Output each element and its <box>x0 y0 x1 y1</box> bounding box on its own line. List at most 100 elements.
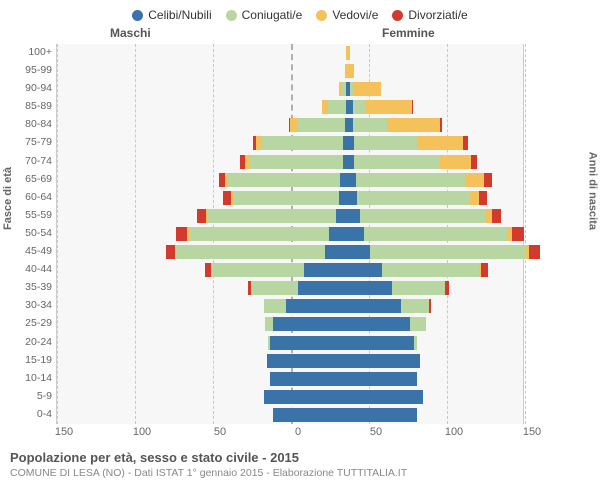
bar-female <box>348 118 442 132</box>
age-row: 30-341980-1984 <box>56 297 600 315</box>
bar-segment <box>414 336 417 350</box>
bar-segment <box>250 155 344 169</box>
legend-label: Divorziati/e <box>408 8 467 22</box>
chart-subtitle: COMUNE DI LESA (NO) - Dati ISTAT 1° genn… <box>10 467 590 479</box>
bar-segment <box>298 281 348 295</box>
bar-segment <box>353 118 387 132</box>
legend-label: Vedovi/e <box>332 8 378 22</box>
bar-segment <box>208 209 336 223</box>
x-tick: 50 <box>214 426 226 438</box>
bar-male <box>264 390 348 404</box>
bar-segment <box>329 227 348 241</box>
bar-male <box>176 227 348 241</box>
age-row: 100+≤ 1914 <box>56 44 600 62</box>
bar-segment <box>267 354 348 368</box>
bar-male <box>197 209 348 223</box>
legend: Celibi/Nubili Coniugati/e Vedovi/e Divorzia… <box>0 0 600 26</box>
age-row: 55-591955-1959 <box>56 207 600 225</box>
age-label: 15-19 <box>8 354 52 366</box>
bar-segment <box>265 317 273 331</box>
age-label: 10-14 <box>8 372 52 384</box>
bar-male <box>270 372 348 386</box>
age-row: 65-691945-1949 <box>56 171 600 189</box>
bar-male <box>322 100 349 114</box>
bar-female <box>348 263 488 277</box>
bar-male <box>223 191 348 205</box>
bar-segment <box>512 227 524 241</box>
bar-segment <box>270 372 348 386</box>
age-row: 10-142000-2004 <box>56 370 600 388</box>
bar-segment <box>251 281 298 295</box>
column-headers: Maschi Femmine <box>0 26 600 44</box>
bar-segment <box>429 299 431 313</box>
bar-segment <box>392 281 445 295</box>
bar-segment <box>492 209 501 223</box>
bar-segment <box>189 227 329 241</box>
bar-male <box>240 155 348 169</box>
chart-title: Popolazione per età, sesso e stato civil… <box>10 450 590 465</box>
legend-item: Vedovi/e <box>316 8 378 22</box>
age-label: 55-59 <box>8 209 52 221</box>
bar-segment <box>445 281 450 295</box>
bar-segment <box>348 64 354 78</box>
x-axis: 15010050050100150 <box>8 424 592 444</box>
age-label: 80-84 <box>8 118 52 130</box>
bar-segment <box>353 82 381 96</box>
age-label: 20-24 <box>8 336 52 348</box>
bar-segment <box>273 317 348 331</box>
age-row: 20-241990-1994 <box>56 334 600 352</box>
age-label: 45-49 <box>8 245 52 257</box>
population-pyramid: 100+≤ 191495-991915-191990-941920-192485… <box>8 44 592 424</box>
bar-segment <box>357 191 469 205</box>
bar-male <box>166 245 348 259</box>
bar-segment <box>262 136 343 150</box>
bar-segment <box>354 136 416 150</box>
bar-male <box>264 299 348 313</box>
bar-female <box>348 354 420 368</box>
bar-segment <box>264 299 286 313</box>
legend-item: Divorziati/e <box>392 8 467 22</box>
age-row: 45-491965-1969 <box>56 243 600 261</box>
x-tick: 150 <box>55 426 73 438</box>
bar-female <box>348 372 417 386</box>
bar-female <box>348 173 492 187</box>
bar-segment <box>348 390 423 404</box>
legend-swatch <box>392 10 403 21</box>
age-label: 70-74 <box>8 155 52 167</box>
bar-female <box>348 317 426 331</box>
bar-segment <box>465 173 484 187</box>
bar-female <box>348 136 468 150</box>
age-row: 0-42010-2014 <box>56 406 600 424</box>
chart-rows: 100+≤ 191495-991915-191990-941920-192485… <box>56 44 600 424</box>
legend-swatch <box>316 10 327 21</box>
age-row: 95-991915-1919 <box>56 62 600 80</box>
age-label: 75-79 <box>8 136 52 148</box>
bar-segment <box>348 336 414 350</box>
bar-segment <box>354 155 440 169</box>
bar-segment <box>364 227 508 241</box>
bar-female <box>348 299 431 313</box>
bar-segment <box>440 118 442 132</box>
age-label: 50-54 <box>8 227 52 239</box>
bar-female <box>348 64 354 78</box>
chart-footer: Popolazione per età, sesso e stato civil… <box>0 444 600 479</box>
bar-male <box>339 82 348 96</box>
legend-label: Coniugati/e <box>242 8 303 22</box>
bar-segment <box>348 227 364 241</box>
legend-item: Celibi/Nubili <box>132 8 211 22</box>
bar-female <box>348 227 524 241</box>
bar-segment <box>197 209 206 223</box>
bar-female <box>348 209 501 223</box>
age-row: 70-741940-1944 <box>56 153 600 171</box>
bar-segment <box>348 46 350 60</box>
age-label: 25-29 <box>8 317 52 329</box>
age-row: 90-941920-1924 <box>56 80 600 98</box>
age-label: 0-4 <box>8 408 52 420</box>
bar-segment <box>166 245 175 259</box>
bar-segment <box>290 118 298 132</box>
bar-female <box>348 46 350 60</box>
bar-segment <box>410 317 426 331</box>
bar-segment <box>370 245 526 259</box>
legend-swatch <box>132 10 143 21</box>
bar-segment <box>273 408 348 422</box>
